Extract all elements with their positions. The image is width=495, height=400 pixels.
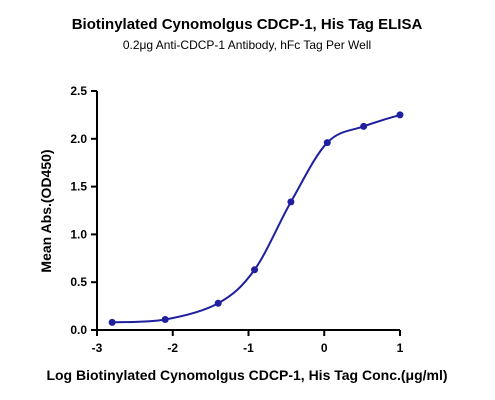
x-tick-label: -2 — [167, 341, 178, 355]
chart-subtitle: 0.2μg Anti-CDCP-1 Antibody, hFc Tag Per … — [123, 38, 371, 52]
fit-curve — [112, 113, 401, 324]
y-tick-label: 0.0 — [70, 323, 87, 337]
y-axis-ticks: 0.0 0.5 1.0 1.5 2.0 2.5 — [70, 84, 97, 337]
data-points — [108, 111, 404, 326]
y-tick-label: 1.5 — [70, 180, 87, 194]
y-tick-label: 0.5 — [70, 275, 87, 289]
y-tick-label: 2.5 — [70, 84, 87, 98]
x-tick-label: -3 — [92, 341, 103, 355]
data-point — [161, 315, 169, 323]
y-tick-label: 2.0 — [70, 132, 87, 146]
chart-title: Biotinylated Cynomolgus CDCP-1, His Tag … — [72, 16, 423, 33]
data-point — [396, 111, 404, 119]
data-point — [323, 139, 331, 147]
x-axis-label: Log Biotinylated Cynomolgus CDCP-1, His … — [46, 367, 447, 383]
data-point — [108, 318, 116, 326]
y-tick-label: 1.0 — [70, 227, 87, 241]
data-point — [251, 266, 259, 274]
x-axis-ticks: -3 -2 -1 0 1 — [92, 330, 404, 355]
y-axis-label: Mean Abs.(OD450) — [38, 149, 54, 272]
data-point — [360, 122, 368, 130]
data-point — [287, 198, 295, 206]
x-tick-label: 1 — [397, 341, 404, 355]
x-tick-label: 0 — [321, 341, 328, 355]
x-tick-label: -1 — [243, 341, 254, 355]
data-point — [214, 299, 222, 307]
